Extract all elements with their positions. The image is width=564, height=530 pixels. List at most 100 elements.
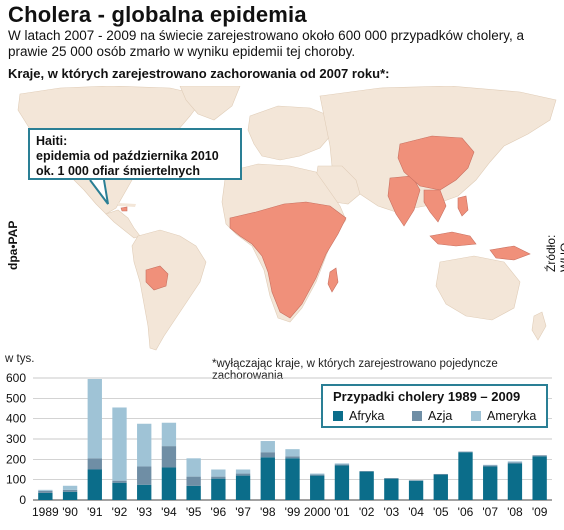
callout-line-1: epidemia od października 2010 [36,149,234,164]
legend-label-azja: Azja [428,409,452,423]
south-america-shape [132,230,206,350]
map-heading: Kraje, w których zarejestrowano zachorow… [8,66,389,81]
bar-segment-ameryka-3 [112,407,126,480]
bar-segment-azja-2 [88,458,102,469]
bar-segment-ameryka-2 [88,379,102,458]
bar-segment-ameryka-10 [285,449,299,456]
y-tick-label: 200 [6,452,26,466]
legend-item-azja: Azja [412,409,452,423]
legend-item-afryka: Afryka [333,409,384,423]
legend-title: Przypadki cholery 1989 – 2009 [333,389,520,404]
y-tick-label: 100 [6,473,26,487]
bar-segment-azja-11 [310,475,324,476]
bar-segment-afryka-8 [236,476,250,500]
bar-segment-ameryka-8 [236,470,250,474]
affected-africa-shape [230,202,346,318]
x-tick-label: '91 [87,505,103,519]
x-tick-label: 2000 [304,505,331,519]
bar-segment-ameryka-6 [186,458,200,476]
bar-segment-ameryka-0 [38,490,52,491]
bar-segment-azja-18 [483,465,497,466]
legend-label-ameryka: Ameryka [487,409,536,423]
x-tick-label: '04 [408,505,424,519]
bar-segment-azja-7 [211,477,225,479]
legend-item-ameryka: Ameryka [471,409,536,423]
x-tick-label: '99 [285,505,301,519]
x-tick-label: '05 [433,505,449,519]
legend-label-afryka: Afryka [349,409,384,423]
x-tick-label: '93 [136,505,152,519]
y-tick-label: 0 [19,493,26,507]
page-subtitle: W latach 2007 - 2009 na świecie zarejest… [8,28,548,60]
page-title: Cholera - globalna epidemia [8,2,307,28]
bar-segment-afryka-5 [162,467,176,500]
bar-segment-ameryka-1 [63,486,77,490]
y-axis-label: w tys. [4,353,34,365]
bar-segment-afryka-15 [409,481,423,500]
png-shape [490,246,530,260]
bar-segment-afryka-0 [38,493,52,500]
y-tick-label: 300 [6,432,26,446]
bar-segment-azja-6 [186,477,200,486]
bar-segment-ameryka-4 [137,424,151,467]
callout-line-2: ok. 1 000 ofiar śmiertelnych [36,164,234,179]
x-tick-label: '03 [384,505,400,519]
bar-segment-ameryka-7 [211,470,225,477]
x-tick-label: '94 [161,505,177,519]
x-tick-label: '97 [235,505,251,519]
bar-segment-afryka-3 [112,483,126,500]
legend-swatch-azja [412,411,422,421]
x-tick-label: '96 [211,505,227,519]
bar-segment-afryka-11 [310,476,324,500]
bar-segment-azja-10 [285,456,299,458]
europe-shape [248,106,332,160]
x-tick-label: '07 [482,505,498,519]
bar-segment-afryka-9 [261,457,275,500]
callout-title: Haiti: [36,134,234,149]
bar-segment-azja-0 [38,491,52,493]
bar-segment-azja-17 [458,452,472,453]
bar-segment-azja-12 [335,464,349,465]
x-tick-label: '02 [359,505,375,519]
y-tick-label: 400 [6,412,26,426]
bar-segment-azja-19 [508,462,522,463]
central-america-shape [106,210,140,238]
bar-segment-azja-14 [384,478,398,479]
world-map [0,86,564,352]
bar-segment-afryka-19 [508,463,522,500]
x-tick-label: '06 [458,505,474,519]
bar-segment-azja-20 [532,455,546,456]
x-tick-label: '09 [532,505,548,519]
chart-legend: Przypadki cholery 1989 – 2009 Afryka Azj… [321,384,548,428]
x-tick-label: '98 [260,505,276,519]
y-tick-label: 600 [6,371,26,385]
haiti-callout: Haiti: epidemia od października 2010 ok.… [28,128,242,180]
y-tick-label: 500 [6,391,26,405]
bar-segment-afryka-4 [137,485,151,500]
bar-segment-ameryka-19 [508,461,522,462]
bar-segment-afryka-14 [384,479,398,500]
x-tick-label: '95 [186,505,202,519]
bar-segment-afryka-16 [434,475,448,500]
bar-segment-afryka-17 [458,452,472,500]
world-map-svg [0,86,564,352]
bar-segment-azja-1 [63,490,77,492]
bar-segment-afryka-18 [483,466,497,500]
bar-segment-afryka-6 [186,486,200,500]
philippines-shape [458,196,468,216]
bar-segment-afryka-20 [532,456,546,500]
chart-svg: w tys.01002003004005006001989'90'91'92'9… [0,350,564,525]
bar-segment-afryka-2 [88,470,102,501]
bar-segment-ameryka-9 [261,441,275,452]
bar-segment-ameryka-18 [483,465,497,466]
bar-segment-afryka-1 [63,492,77,500]
x-tick-label: 1989 [32,505,59,519]
x-tick-label: '08 [507,505,523,519]
india-shape [388,176,420,226]
x-tick-label: '01 [334,505,350,519]
bar-segment-ameryka-5 [162,423,176,446]
new-zealand-shape [532,312,546,340]
x-tick-label: '90 [62,505,78,519]
madagascar-shape [328,268,338,292]
